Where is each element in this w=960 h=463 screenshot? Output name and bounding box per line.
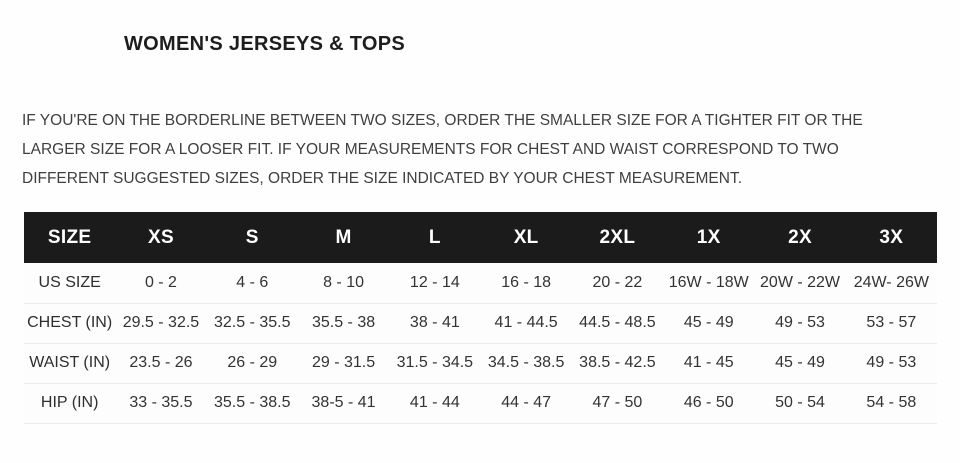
size-value-cell: 8 - 10	[297, 263, 390, 304]
sizing-instructions-text: IF YOU'RE ON THE BORDERLINE BETWEEN TWO …	[22, 112, 863, 187]
size-value-cell: 20 - 22	[571, 263, 664, 304]
column-header-3x: 3X	[845, 212, 937, 263]
size-value-cell: 29.5 - 32.5	[115, 303, 207, 344]
size-value-cell: 41 - 44.5	[480, 303, 572, 344]
size-value-cell: 33 - 35.5	[115, 383, 207, 424]
size-value-cell: 34.5 - 38.5	[480, 343, 572, 384]
column-header-xs: XS	[115, 212, 207, 263]
size-value-cell: 53 - 57	[845, 303, 937, 344]
size-value-cell: 16W - 18W	[663, 263, 755, 304]
column-header-xl: XL	[480, 212, 572, 263]
size-chart-header: SIZE XS S M L XL 2XL 1X 2X 3X	[24, 212, 937, 263]
column-header-l: L	[389, 212, 481, 263]
size-value-cell: 44.5 - 48.5	[571, 303, 664, 344]
size-value-cell: 38.5 - 42.5	[571, 343, 664, 384]
size-value-cell: 38 - 41	[389, 303, 481, 344]
size-value-cell: 0 - 2	[115, 263, 207, 304]
size-value-cell: 47 - 50	[571, 383, 664, 424]
table-row: WAIST (IN) 23.5 - 26 26 - 29 29 - 31.5 31.5 …	[24, 343, 937, 384]
size-value-cell: 29 - 31.5	[297, 343, 390, 384]
column-header-2x: 2X	[754, 212, 846, 263]
size-value-cell: 45 - 49	[754, 343, 846, 384]
row-label: CHEST (IN)	[24, 303, 116, 344]
size-value-cell: 32.5 - 35.5	[206, 303, 298, 344]
row-label: WAIST (IN)	[24, 343, 116, 384]
size-value-cell: 41 - 45	[663, 343, 755, 384]
column-header-m: M	[297, 212, 390, 263]
row-label: HIP (IN)	[24, 383, 116, 424]
size-value-cell: 38-5 - 41	[297, 383, 390, 424]
size-value-cell: 50 - 54	[754, 383, 846, 424]
table-row: CHEST (IN) 29.5 - 32.5 32.5 - 35.5 35.5 - 3…	[24, 303, 937, 344]
size-value-cell: 46 - 50	[663, 383, 755, 424]
size-value-cell: 23.5 - 26	[115, 343, 207, 384]
table-row: HIP (IN) 33 - 35.5 35.5 - 38.5 38-5 - 41 41 …	[24, 383, 937, 424]
size-value-cell: 41 - 44	[389, 383, 481, 424]
size-value-cell: 4 - 6	[206, 263, 298, 304]
size-value-cell: 16 - 18	[480, 263, 572, 304]
size-value-cell: 31.5 - 34.5	[389, 343, 481, 384]
size-value-cell: 49 - 53	[754, 303, 846, 344]
column-header-size: SIZE	[24, 212, 116, 263]
size-value-cell: 35.5 - 38.5	[206, 383, 298, 424]
column-header-1x: 1X	[663, 212, 755, 263]
column-header-2xl: 2XL	[571, 212, 664, 263]
size-value-cell: 44 - 47	[480, 383, 572, 424]
size-value-cell: 45 - 49	[663, 303, 755, 344]
size-guide-page: WOMEN'S JERSEYS & TOPS IF YOU'RE ON THE …	[0, 33, 960, 463]
row-label: US SIZE	[24, 263, 116, 304]
column-header-s: S	[206, 212, 298, 263]
size-value-cell: 35.5 - 38	[297, 303, 390, 344]
size-chart-header-row: SIZE XS S M L XL 2XL 1X 2X 3X	[24, 212, 937, 263]
size-value-cell: 26 - 29	[206, 343, 298, 384]
page-title: WOMEN'S JERSEYS & TOPS	[124, 33, 406, 55]
size-value-cell: 12 - 14	[389, 263, 481, 304]
size-value-cell: 20W - 22W	[754, 263, 846, 304]
size-value-cell: 54 - 58	[845, 383, 937, 424]
size-value-cell: 49 - 53	[845, 343, 937, 384]
size-value-cell: 24W- 26W	[845, 263, 937, 304]
